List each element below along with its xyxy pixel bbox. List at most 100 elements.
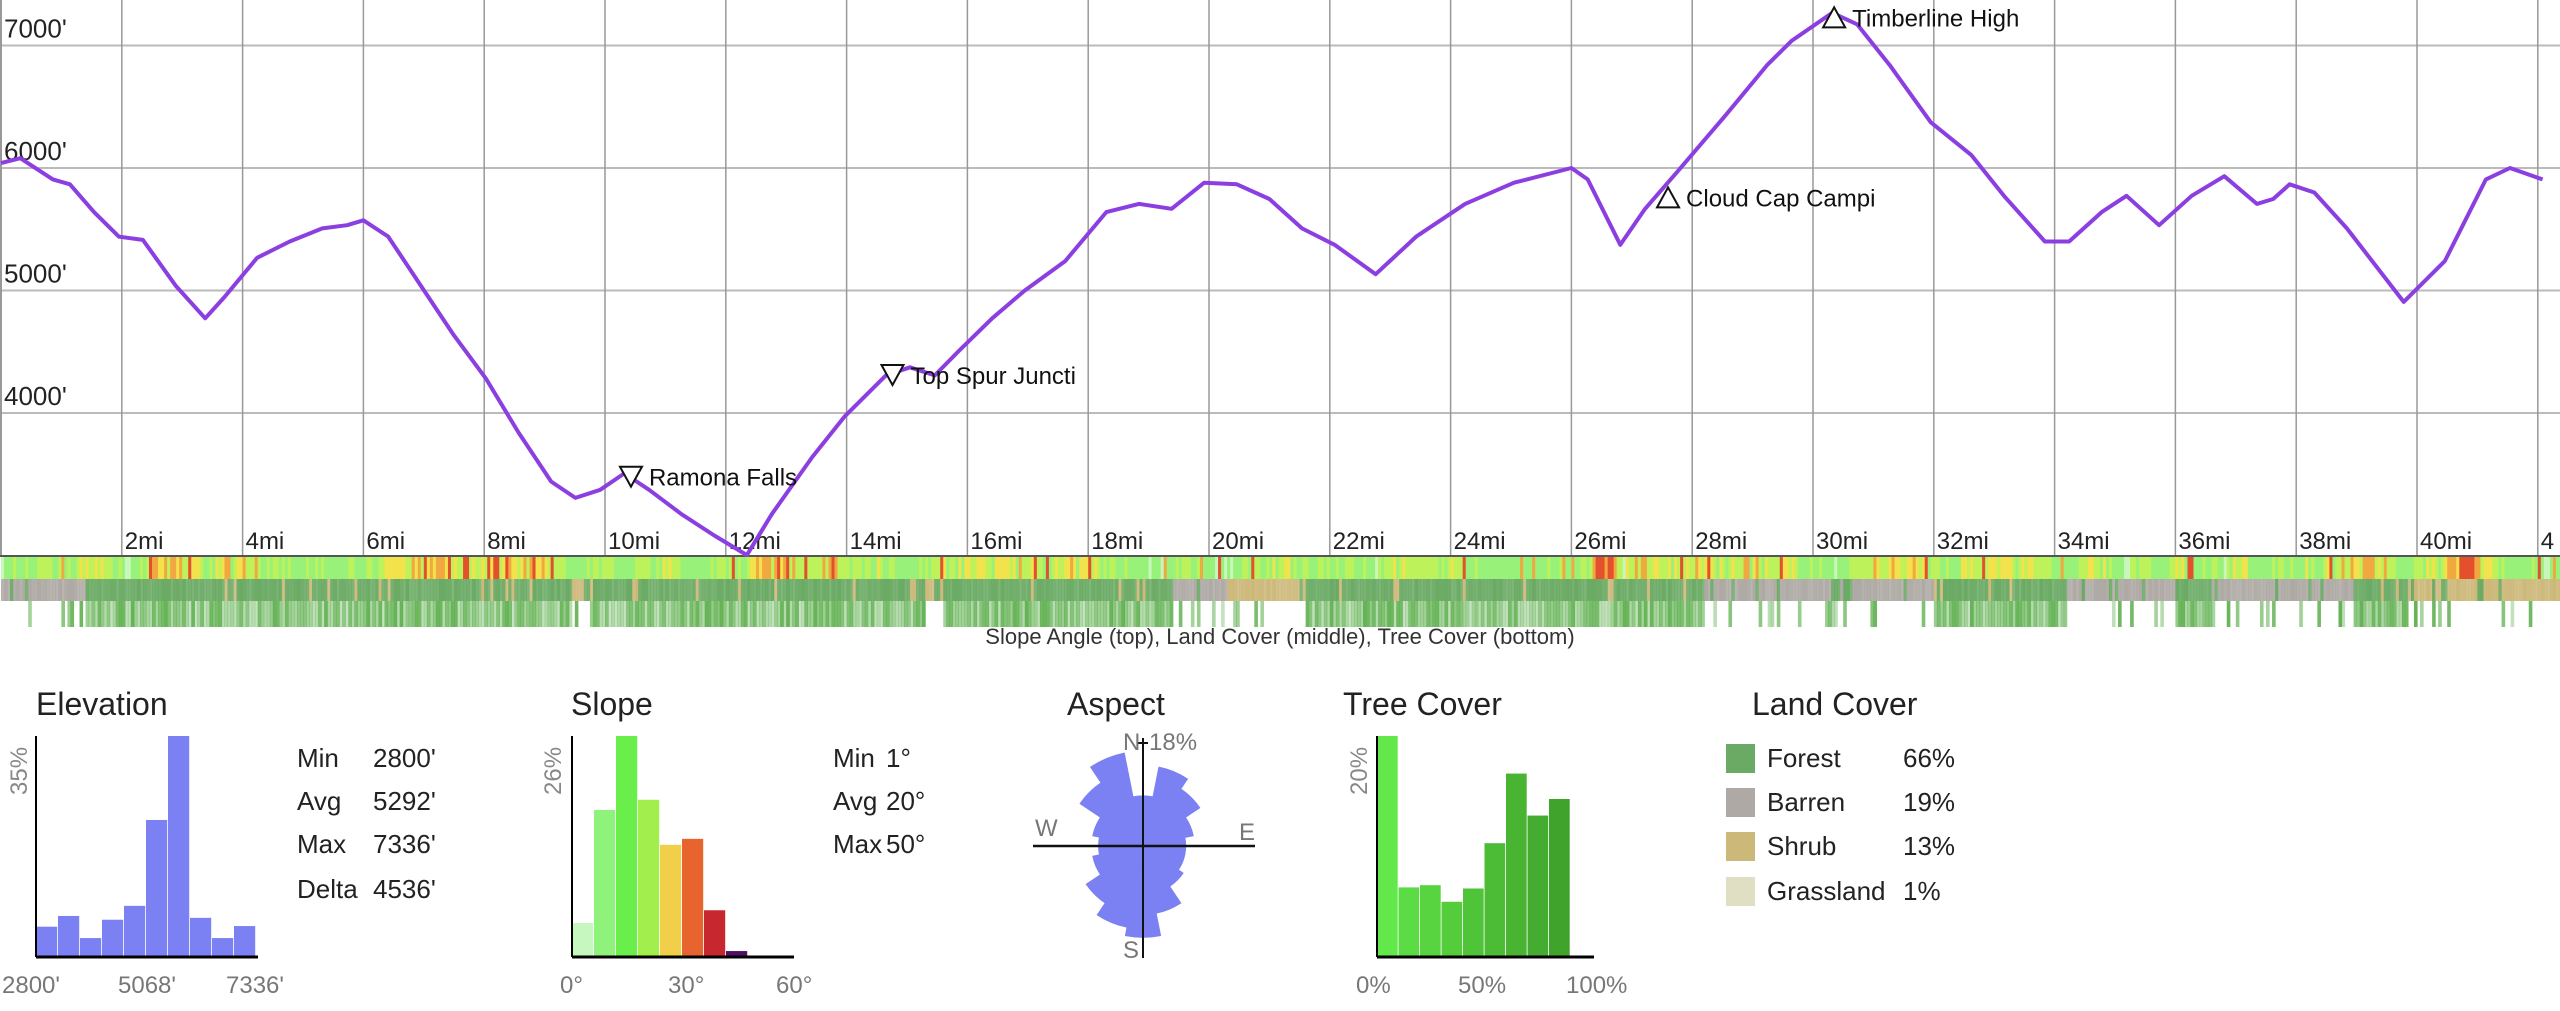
slope-strip-cell (586, 557, 591, 579)
slope-strip-cell (2329, 557, 2334, 579)
land-cover-strip-cell (1393, 579, 1397, 601)
land-cover-strip-cell (2118, 579, 2122, 601)
slope-strip-cell (1882, 557, 1887, 579)
slope-strip-cell (402, 557, 407, 579)
slope-strip-cell (1565, 557, 1569, 579)
tree-cover-strip-cell (2235, 601, 2240, 627)
tree-cover-strip-cell (731, 601, 736, 627)
land-cover-strip-cell (2335, 579, 2340, 601)
slope-strip-cell (1145, 557, 1150, 579)
land-cover-strip-cell (2374, 579, 2379, 601)
tree-cover-strip-cell (2432, 601, 2436, 627)
land-cover-strip-cell (1695, 579, 1699, 601)
land-cover-strip-cell (1616, 579, 1621, 601)
waypoint[interactable]: Cloud Cap Campi (1655, 185, 1875, 212)
land-cover-strip-cell (1378, 579, 1382, 601)
land-cover-strip-cell (1912, 579, 1917, 601)
tree-cover-strip-cell (1577, 601, 1582, 627)
land-cover-strip-cell (242, 579, 247, 601)
land-cover-strip-cell (1142, 579, 1147, 601)
land-cover-strip-cell (1193, 579, 1198, 601)
tree-cover-strip-cell (952, 601, 956, 627)
slope-strip-cell (390, 557, 395, 579)
land-cover-strip-cell (635, 579, 639, 601)
land-cover-strip-cell (683, 579, 688, 601)
land-cover-strip-cell (961, 579, 965, 601)
strips-caption: Slope Angle (top), Land Cover (middle), … (985, 624, 1575, 649)
land-cover-strip-cell (2317, 579, 2321, 601)
land-cover-strip-cell (402, 579, 407, 601)
land-cover-strip-cell (559, 579, 564, 601)
land-cover-strip-cell (1571, 579, 1576, 601)
tree-cover-strip-cell (1994, 601, 1998, 627)
tree-cover-strip-cell (1045, 601, 1050, 627)
land-cover-strip-cell (2413, 579, 2418, 601)
slope-strip-cell (387, 557, 392, 579)
slope-strip-cell (1523, 557, 1527, 579)
slope-strip-cell (1568, 557, 1572, 579)
land-cover-strip-cell (958, 579, 962, 601)
slope-strip-cell (2480, 557, 2485, 579)
tree-cover-strip-cell (381, 601, 386, 627)
waypoint[interactable]: Timberline High (1821, 5, 2019, 32)
waypoint[interactable]: Ramona Falls (618, 465, 797, 492)
slope-strip-cell (2090, 557, 2095, 579)
tree-cover-strip-cell (994, 601, 999, 627)
tree-cover-strip-cell (1758, 601, 1763, 627)
land-cover-strip-cell (804, 579, 808, 601)
tree-cover-strip-cell (2181, 601, 2186, 627)
slope-strip-cell (1160, 557, 1165, 579)
land-cover-strip-cell (387, 579, 392, 601)
land-cover-strip-cell (1290, 579, 1295, 601)
land-cover-strip-cell (1882, 579, 1887, 601)
tree-cover-strip-cell (306, 601, 310, 627)
tree-cover-strip-cell (405, 601, 410, 627)
land-cover-strip-cell (743, 579, 748, 601)
aspect-sector (1142, 766, 1189, 847)
land-cover-strip-cell (34, 579, 38, 601)
x-tick-label: 36mi (2178, 528, 2230, 555)
slope-strip-cell (937, 557, 941, 579)
tree-cover-strip-cell (1233, 601, 1237, 627)
tree-cover-strip-cell (1314, 601, 1319, 627)
land-cover-strip-cell (647, 579, 651, 601)
slope-strip-cell (813, 557, 817, 579)
slope-strip-cell (457, 557, 461, 579)
tree-cover-strip-cell (1347, 601, 1352, 627)
land-cover-strip-cell (746, 579, 751, 601)
land-cover-strip-cell (1275, 579, 1280, 601)
tree-cover-strip-cell (1438, 601, 1443, 627)
land-cover-strip-cell (429, 579, 434, 601)
land-cover-strip-cell (520, 579, 525, 601)
tree-cover-strip-cell (130, 601, 135, 627)
land-cover-strip-cell (562, 579, 567, 601)
slope-strip-cell (496, 557, 500, 579)
slope-strip-cell (2465, 557, 2469, 579)
tree-cover-strip-cell (2178, 601, 2183, 627)
tree-cover-strip-cell (1613, 601, 1618, 627)
land-cover-strip-cell (133, 579, 138, 601)
land-cover-strip-cell (2347, 579, 2352, 601)
tree-cover-strip-cell (463, 601, 467, 627)
slope-histogram (571, 736, 794, 959)
land-cover-strip-cell (1686, 579, 1690, 601)
land-cover-strip-cell (161, 579, 165, 601)
slope-strip-cell (1076, 557, 1080, 579)
slope-strip-cell (1459, 557, 1464, 579)
tree-cover-strip-cell (245, 601, 250, 627)
slope-strip-cell (1601, 557, 1606, 579)
land-cover-strip-cell (1314, 579, 1319, 601)
land-cover-strip-cell (1710, 579, 1714, 601)
slope-strip-cell (1592, 557, 1597, 579)
land-cover-strip-cell (73, 579, 78, 601)
slope-strip-cell (2450, 557, 2454, 579)
land-cover-strip-cell (1103, 579, 1107, 601)
tree-cover-strip-cell (1000, 601, 1005, 627)
slope-strip-cell (1184, 557, 1189, 579)
slope-strip-cell (1819, 557, 1823, 579)
tree-cover-strip-cell (2211, 601, 2216, 627)
land-cover-strip-cell (1704, 579, 1708, 601)
waypoint[interactable]: Top Spur Juncti (879, 363, 1076, 390)
land-cover-strip-cell (1749, 579, 1754, 601)
tree-cover-strip-cell (804, 601, 808, 627)
